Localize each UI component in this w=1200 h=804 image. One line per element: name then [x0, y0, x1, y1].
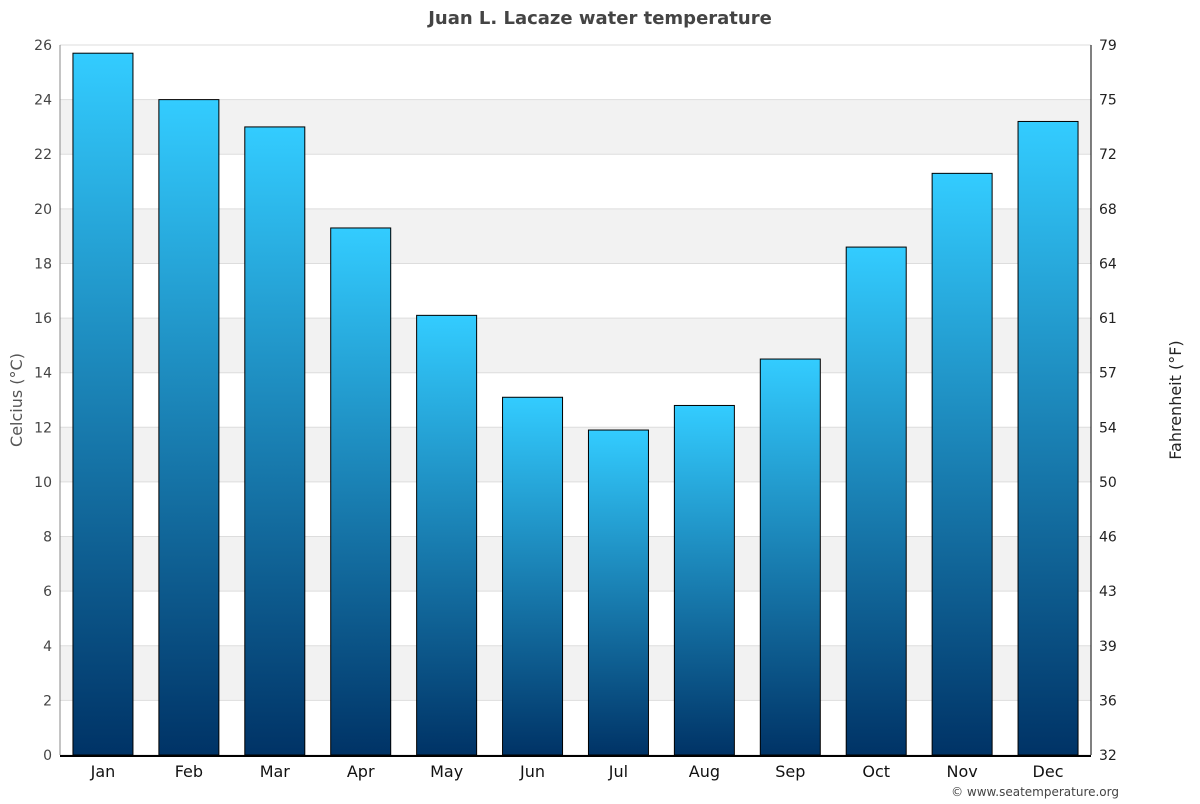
y-tick-label: 26 — [34, 38, 52, 54]
y2-tick-label: 32 — [1099, 748, 1117, 764]
y-tick-label: 18 — [34, 256, 52, 272]
bar-mar — [244, 126, 306, 756]
y2-tick-label: 36 — [1099, 693, 1117, 709]
y2-tick-label: 39 — [1099, 639, 1117, 655]
bar-jan — [72, 52, 134, 756]
grid-band — [60, 99, 1091, 155]
x-tick-label: Oct — [862, 762, 890, 781]
bar-jun — [502, 396, 564, 756]
y2-tick-label: 57 — [1099, 366, 1117, 382]
y2-tick-label: 46 — [1099, 530, 1117, 546]
y2-tick-label: 50 — [1099, 475, 1117, 491]
grid-band — [60, 645, 1091, 701]
x-tick-label: Sep — [775, 762, 805, 781]
x-tick-label: May — [430, 762, 463, 781]
y-tick-label: 2 — [43, 693, 52, 709]
grid-band — [60, 427, 1091, 482]
y-tick-label: 20 — [34, 202, 52, 218]
bar-sep — [759, 358, 821, 756]
bar-may — [416, 314, 478, 756]
bar-dec — [1017, 120, 1079, 756]
x-tick-label: Mar — [260, 762, 291, 781]
y-tick-label: 6 — [43, 584, 52, 600]
chart-title: Juan L. Lacaze water temperature — [426, 8, 772, 29]
y2-axis-label: Fahrenheit (°F) — [1166, 340, 1185, 459]
bar-jul — [587, 429, 649, 756]
y-tick-label: 10 — [34, 475, 52, 491]
x-tick-label: Jan — [90, 762, 116, 781]
y-tick-label: 14 — [34, 366, 52, 382]
grid-band — [60, 208, 1091, 264]
y2-tick-label: 68 — [1099, 202, 1117, 218]
bar-apr — [330, 227, 392, 756]
x-tick-label: Feb — [175, 762, 203, 781]
y-tick-label: 16 — [34, 311, 52, 327]
bar-feb — [158, 99, 220, 756]
y-tick-label: 4 — [43, 639, 52, 655]
x-tick-label: Apr — [347, 762, 375, 781]
bar-aug — [673, 404, 735, 756]
y2-tick-label: 75 — [1099, 93, 1117, 109]
y2-tick-label: 43 — [1099, 584, 1117, 600]
grid-band — [60, 536, 1091, 592]
y-tick-label: 22 — [34, 147, 52, 163]
y-tick-label: 8 — [43, 530, 52, 546]
x-tick-label: Dec — [1033, 762, 1064, 781]
y2-tick-label: 61 — [1099, 311, 1117, 327]
x-tick-label: Aug — [689, 762, 720, 781]
bar-nov — [931, 172, 993, 756]
y-tick-label: 0 — [43, 748, 52, 764]
y2-tick-label: 54 — [1099, 420, 1117, 436]
x-tick-label: Jun — [519, 762, 545, 781]
y2-tick-label: 64 — [1099, 256, 1117, 272]
credit-text: © www.seatemperature.org — [951, 785, 1119, 799]
y2-tick-label: 79 — [1099, 38, 1117, 54]
y2-tick-label: 72 — [1099, 147, 1117, 163]
y-tick-label: 24 — [34, 93, 52, 109]
x-tick-label: Jul — [608, 762, 628, 781]
y-axis-label: Celcius (°C) — [7, 353, 26, 447]
x-tick-label: Nov — [947, 762, 978, 781]
grid-band — [60, 318, 1091, 373]
bar-oct — [845, 246, 907, 756]
y-tick-label: 12 — [34, 420, 52, 436]
